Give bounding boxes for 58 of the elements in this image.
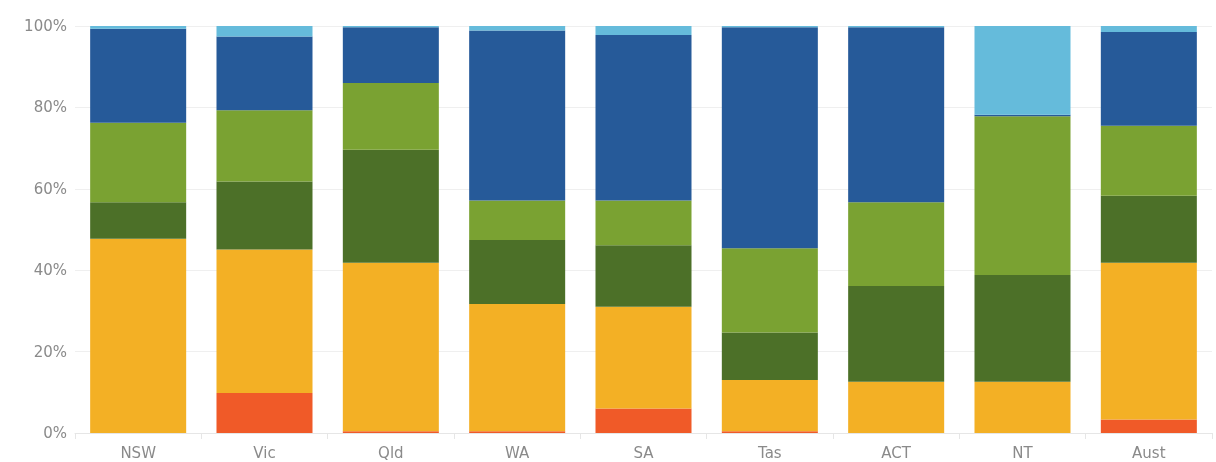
y-tick-label: 100% (24, 17, 67, 35)
bar (721, 380, 818, 432)
bar (342, 27, 439, 83)
bar (721, 27, 818, 249)
bar (974, 381, 1071, 433)
bar (1100, 26, 1197, 33)
x-tick-label: ACT (881, 443, 912, 462)
y-tick-label: 60% (33, 179, 67, 198)
bar (974, 116, 1071, 276)
y-tick-label: 0% (43, 424, 67, 442)
bar (595, 245, 692, 307)
bar (595, 408, 692, 433)
bar (469, 303, 566, 432)
bar (216, 26, 313, 37)
bar (848, 27, 945, 203)
bar (342, 82, 439, 150)
bar (848, 202, 945, 287)
bar (721, 332, 818, 381)
bar (90, 122, 187, 203)
bar (721, 248, 818, 333)
bar (1100, 419, 1197, 433)
bar (469, 200, 566, 241)
y-tick-label: 40% (33, 261, 67, 280)
y-tick-label: 20% (33, 342, 67, 361)
bar (216, 393, 313, 433)
bar (595, 34, 692, 201)
bar (595, 200, 692, 246)
bar (1100, 262, 1197, 420)
x-tick-label: WA (505, 443, 531, 462)
x-tick-label: Aust (1132, 443, 1166, 462)
y-tick-label: 80% (33, 98, 67, 117)
bar (848, 381, 945, 433)
x-tick-label: SA (633, 443, 655, 462)
bar (342, 149, 439, 263)
bar (216, 36, 313, 111)
bar (1100, 125, 1197, 196)
x-tick-label: Tas (756, 443, 782, 462)
bar (974, 26, 1071, 115)
bar (595, 26, 692, 35)
bar (469, 240, 566, 304)
x-tick-label: Qld (378, 443, 404, 462)
bar (1100, 32, 1197, 126)
bar (90, 202, 187, 239)
bar (90, 26, 187, 29)
x-tick-label: NT (1012, 443, 1034, 462)
bar (216, 249, 313, 394)
bar (216, 110, 313, 182)
bar (216, 181, 313, 250)
bar (90, 28, 187, 123)
bar (342, 262, 439, 432)
bar (90, 238, 187, 433)
x-tick-label: NSW (120, 443, 157, 462)
bar (1100, 195, 1197, 263)
bar (595, 306, 692, 409)
bar (848, 286, 945, 382)
bar (974, 275, 1071, 382)
bar (469, 30, 566, 201)
x-tick-label: Vic (253, 443, 276, 462)
